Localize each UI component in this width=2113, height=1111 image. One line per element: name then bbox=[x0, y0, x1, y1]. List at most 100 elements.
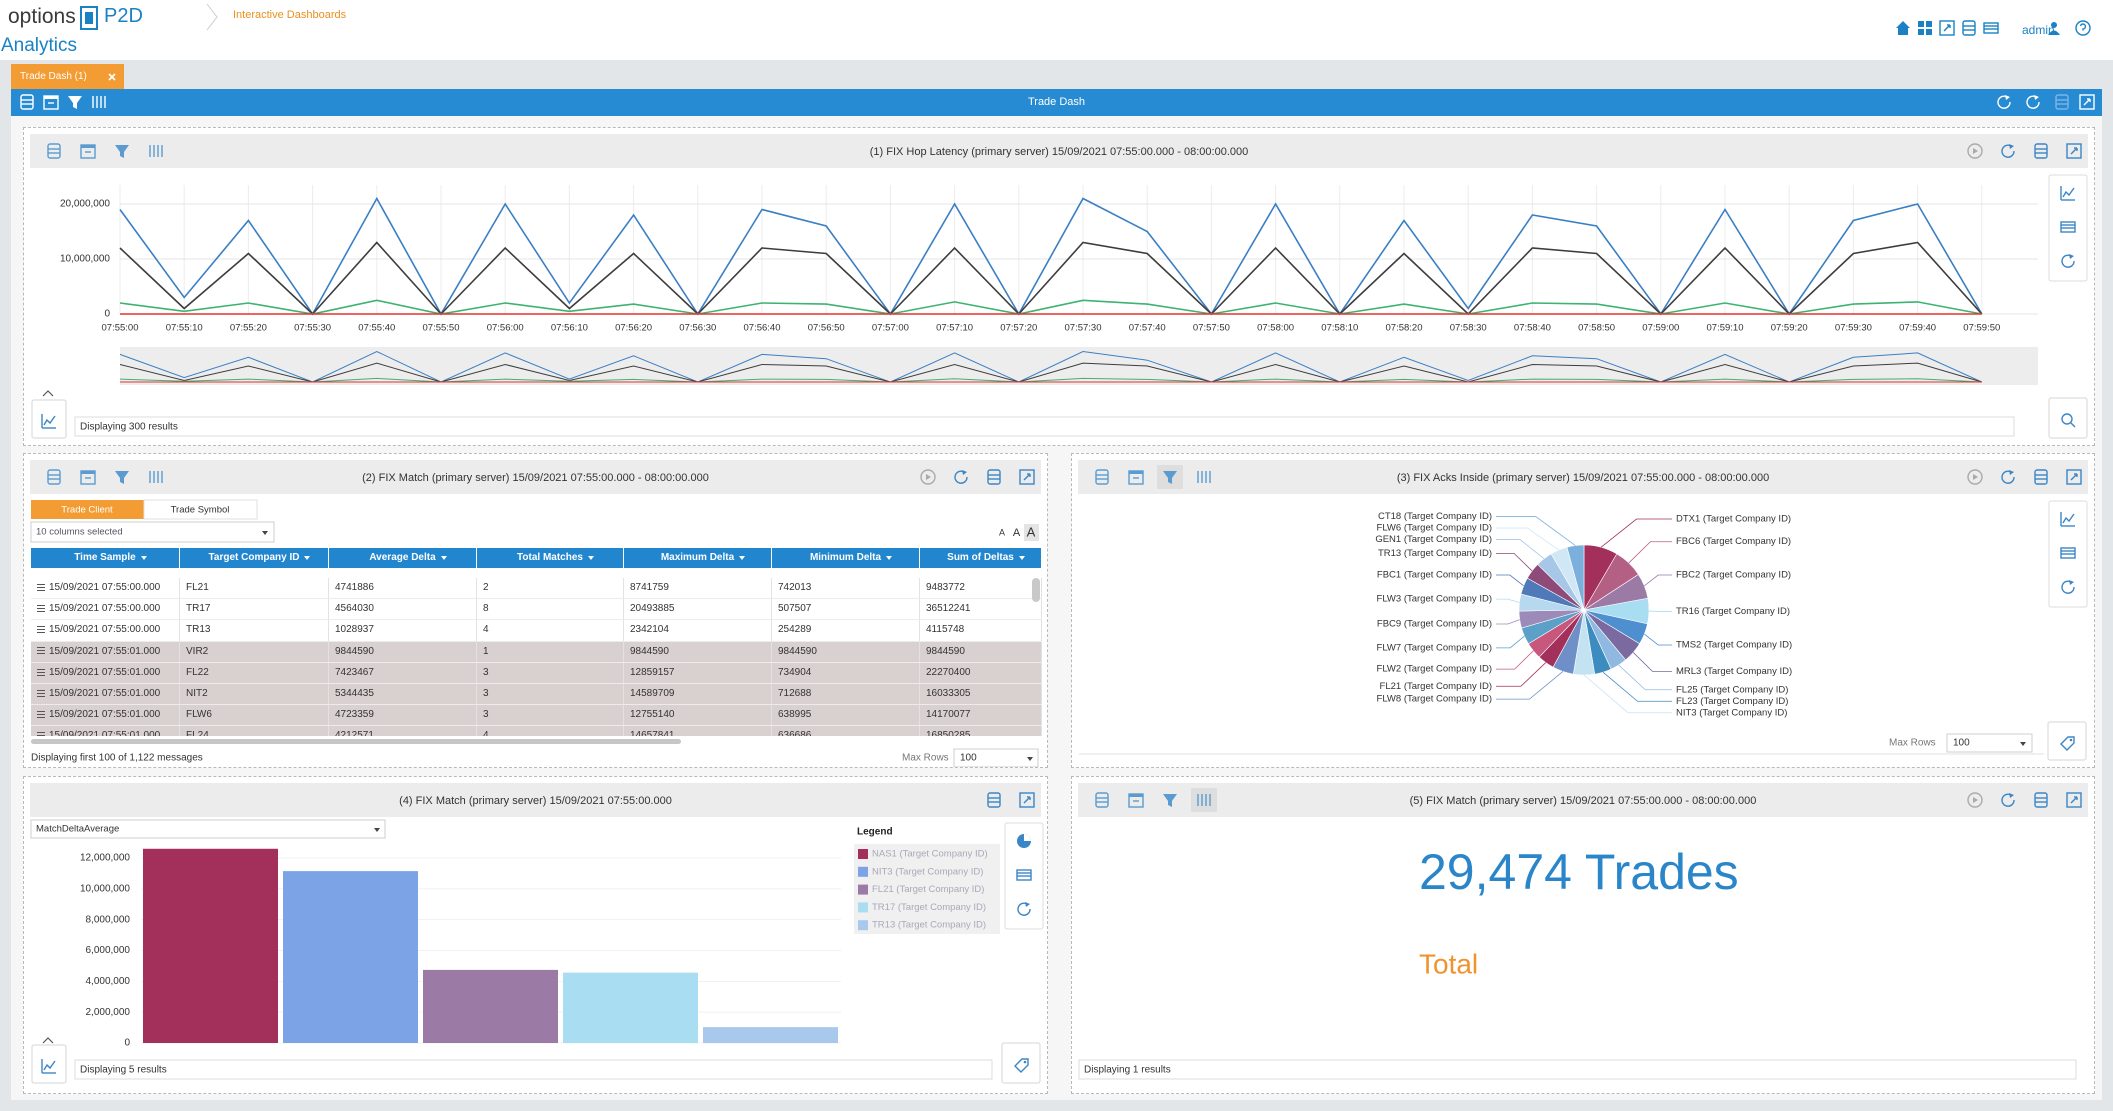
icon bbox=[2061, 580, 2075, 594]
tab[interactable]: Trade Dash (1) bbox=[11, 64, 124, 89]
legend-label[interactable]: NIT3 (Target Company ID) bbox=[872, 866, 983, 877]
icon bbox=[2070, 422, 2076, 428]
icon bbox=[2026, 95, 2040, 109]
row-handle bbox=[37, 647, 45, 655]
icon bbox=[1997, 95, 2011, 109]
button[interactable] bbox=[31, 1044, 67, 1084]
leader-line bbox=[1496, 574, 1524, 587]
pie-label: FBC1 (Target Company ID) bbox=[1377, 570, 1492, 581]
table-row[interactable]: 15/09/2021 07:55:01.000 FL24 4212571 4 14657… bbox=[31, 726, 1042, 736]
text-size-option[interactable]: A bbox=[1027, 524, 1036, 539]
cell-text: 2 bbox=[483, 582, 489, 593]
column-header[interactable]: Maximum Delta bbox=[624, 548, 772, 568]
tab[interactable] bbox=[143, 499, 258, 520]
panel-title: (4) FIX Match (primary server) 15/09/202… bbox=[399, 795, 672, 807]
breadcrumb[interactable]: Interactive Dashboards bbox=[233, 9, 347, 21]
icon bbox=[1095, 469, 1109, 485]
table-cell: 1028937 bbox=[329, 620, 477, 641]
table-row[interactable]: 15/09/2021 07:55:01.000 VIR2 9844590 1 98445… bbox=[31, 641, 1042, 663]
icon bbox=[1967, 143, 1983, 159]
icon bbox=[2070, 796, 2078, 804]
bar bbox=[563, 972, 698, 1043]
table-cell: 15/09/2021 07:55:01.000 bbox=[31, 705, 180, 726]
series-line bbox=[119, 241, 1983, 316]
legend-label[interactable]: FL21 (Target Company ID) bbox=[872, 884, 984, 895]
table-cell: FL21 bbox=[180, 578, 329, 599]
tab-active[interactable] bbox=[31, 500, 144, 519]
column-header[interactable]: Sum of Deltas bbox=[920, 548, 1042, 568]
table-cell: 734904 bbox=[772, 662, 920, 683]
cell-text: 22270400 bbox=[926, 666, 971, 678]
cell-text: 9844590 bbox=[630, 645, 669, 657]
table-row[interactable]: 15/09/2021 07:55:00.000 TR17 4564030 8 20493… bbox=[31, 599, 1042, 621]
table-row[interactable]: 15/09/2021 07:55:00.000 FL21 4741886 2 87417… bbox=[31, 578, 1042, 600]
x-tick-label: 07:59:40 bbox=[1899, 323, 1936, 334]
x-tick-label: 07:56:40 bbox=[744, 323, 781, 334]
button[interactable] bbox=[2047, 721, 2087, 761]
column-header[interactable]: Time Sample bbox=[31, 548, 180, 568]
leader-line bbox=[1632, 652, 1672, 672]
max-rows-value: 100 bbox=[1953, 738, 1970, 749]
dropdown-caret bbox=[374, 828, 380, 832]
column-header[interactable]: Minimum Delta bbox=[772, 548, 920, 568]
table-row[interactable]: 15/09/2021 07:55:01.000 FL22 7423467 3 12859… bbox=[31, 662, 1042, 684]
button[interactable] bbox=[1001, 1042, 1041, 1084]
icon bbox=[2060, 221, 2076, 233]
icon bbox=[2069, 254, 2074, 259]
button[interactable] bbox=[2048, 397, 2088, 439]
tab-close[interactable] bbox=[107, 72, 117, 82]
column-header[interactable]: Total Matches bbox=[477, 548, 624, 568]
table-cell: 1 bbox=[477, 641, 624, 662]
scrollbar-horizontal bbox=[31, 739, 681, 744]
icon bbox=[43, 1060, 56, 1071]
x-tick-label: 07:58:00 bbox=[1257, 323, 1294, 334]
icon bbox=[2066, 143, 2082, 159]
x-tick-label: 07:55:20 bbox=[230, 323, 267, 334]
legend-label[interactable]: NAS1 (Target Company ID) bbox=[872, 849, 988, 860]
text-size-option[interactable]: A bbox=[999, 527, 1005, 537]
button[interactable] bbox=[31, 399, 67, 439]
table-row[interactable]: 15/09/2021 07:55:00.000 TR13 1028937 4 23421… bbox=[31, 620, 1042, 642]
user-menu[interactable]: admin bbox=[2022, 23, 2055, 37]
cell-text: 9844590 bbox=[335, 645, 374, 657]
icon bbox=[2062, 513, 2075, 524]
table-cell: 4115748 bbox=[920, 620, 1042, 641]
legend-swatch bbox=[858, 902, 868, 913]
legend-swatch bbox=[858, 849, 868, 859]
pie-label: FLW8 (Target Company ID) bbox=[1377, 694, 1492, 705]
legend-label[interactable]: TR17 (Target Company ID) bbox=[872, 902, 986, 913]
cell-text: FLW6 bbox=[186, 709, 212, 721]
column-picker[interactable] bbox=[30, 521, 275, 543]
pie-label: FL21 (Target Company ID) bbox=[1380, 681, 1492, 692]
column-header[interactable]: Target Company ID bbox=[180, 548, 329, 568]
dashboard-title: Trade Dash bbox=[1027, 96, 1086, 108]
icon bbox=[1025, 902, 1030, 907]
column-picker-label: 10 columns selected bbox=[36, 527, 123, 538]
column-header[interactable]: Average Delta bbox=[329, 548, 477, 568]
legend-label[interactable]: TR13 (Target Company ID) bbox=[872, 920, 986, 931]
table-header: Time Sample Target Company ID Average Delt… bbox=[31, 548, 1042, 568]
text-size-option[interactable]: A bbox=[1013, 527, 1021, 539]
icon bbox=[1017, 902, 1031, 916]
max-rows-select[interactable] bbox=[1946, 733, 2033, 753]
measure-select[interactable] bbox=[30, 819, 386, 839]
leader-line bbox=[1583, 674, 1672, 714]
row-handle bbox=[37, 605, 45, 613]
table-row[interactable]: 15/09/2021 07:55:01.000 FLW6 4723359 3 12755… bbox=[31, 705, 1042, 727]
icon bbox=[1973, 474, 1978, 480]
icon bbox=[2066, 792, 2082, 808]
icon bbox=[926, 474, 931, 480]
leader-line bbox=[1496, 527, 1560, 551]
collapse-arrow bbox=[42, 390, 54, 397]
icon bbox=[987, 469, 1001, 485]
y-tick-label: 2,000,000 bbox=[86, 1007, 131, 1018]
table-cell: FL22 bbox=[180, 662, 329, 683]
max-rows-label: Max Rows bbox=[902, 753, 949, 764]
table-row[interactable]: 15/09/2021 07:55:01.000 NIT2 5344435 3 14589… bbox=[31, 683, 1042, 706]
icon bbox=[2066, 469, 2082, 485]
dropdown-caret bbox=[1027, 757, 1033, 761]
icon bbox=[2062, 187, 2075, 198]
x-tick-label: 07:57:50 bbox=[1193, 323, 1230, 334]
max-rows-select[interactable] bbox=[953, 748, 1039, 767]
bar bbox=[283, 871, 418, 1043]
